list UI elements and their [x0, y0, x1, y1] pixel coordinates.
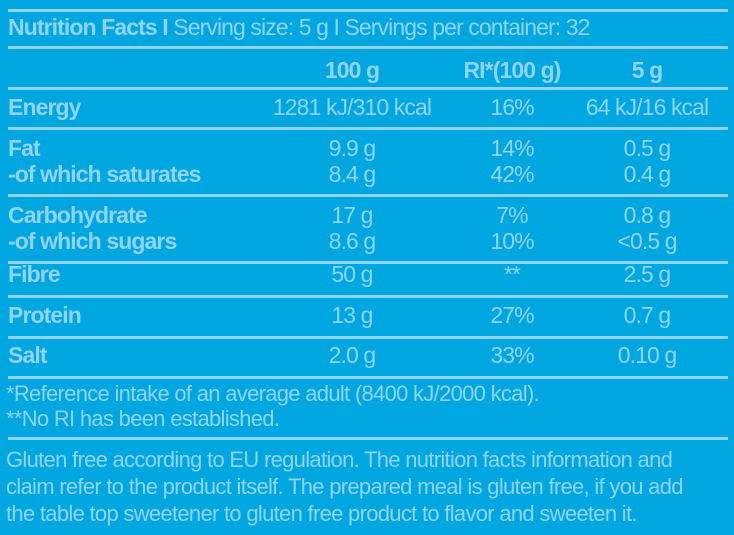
- value-100g: 8.6 g: [328, 228, 377, 254]
- value-ri: **: [503, 261, 521, 287]
- divider: [8, 261, 728, 264]
- row-label: Fibre: [8, 261, 61, 287]
- value-100g: 2.0 g: [328, 342, 377, 368]
- row-label: -of which saturates: [8, 161, 201, 187]
- row-label: -of which sugars: [8, 228, 177, 254]
- footnote-ri: *Reference intake of an average adult (8…: [6, 381, 540, 406]
- title-bold: Nutrition Facts I: [8, 14, 169, 40]
- gluten-line-3: the table top sweetener to gluten free p…: [6, 501, 638, 526]
- value-ri: 14%: [490, 135, 534, 161]
- divider: [8, 437, 728, 440]
- value-ri: 33%: [490, 342, 534, 368]
- value-5g: 0.8 g: [623, 202, 672, 228]
- divider: [8, 295, 728, 298]
- value-5g: 0.4 g: [623, 161, 672, 187]
- row-label: Energy: [8, 94, 81, 120]
- row-label: Salt: [8, 342, 47, 368]
- value-ri: 16%: [490, 94, 534, 120]
- row-label: Fat: [8, 135, 41, 161]
- value-5g: 0.7 g: [623, 302, 672, 328]
- row-label: Protein: [8, 302, 82, 328]
- value-100g: 1281 kJ/310 kcal: [272, 94, 432, 120]
- value-ri: 42%: [490, 161, 534, 187]
- divider: [8, 127, 728, 130]
- divider: [8, 46, 728, 49]
- divider: [8, 9, 728, 12]
- divider: [8, 336, 728, 339]
- value-100g: 50 g: [331, 261, 373, 287]
- col-header-5g: 5 g: [631, 57, 663, 83]
- value-5g: 0.5 g: [623, 135, 672, 161]
- value-5g: <0.5 g: [617, 228, 677, 254]
- col-header-ri: RI*(100 g): [463, 57, 561, 83]
- footnote-no-ri: **No RI has been established.: [6, 406, 280, 431]
- value-ri: 7%: [496, 202, 528, 228]
- value-ri: 10%: [490, 228, 534, 254]
- value-100g: 9.9 g: [328, 135, 377, 161]
- row-label: Carbohydrate: [8, 202, 148, 228]
- gluten-line-2: claim refer to the product itself. The p…: [6, 474, 683, 499]
- value-100g: 17 g: [331, 202, 373, 228]
- value-ri: 27%: [490, 302, 534, 328]
- title-serving-info: Serving size: 5 g I Servings per contain…: [167, 14, 590, 40]
- divider: [8, 194, 728, 197]
- value-5g: 0.10 g: [617, 342, 677, 368]
- value-100g: 13 g: [331, 302, 373, 328]
- divider: [8, 87, 728, 90]
- title: Nutrition Facts I Serving size: 5 g I Se…: [8, 15, 590, 40]
- value-100g: 8.4 g: [328, 161, 377, 187]
- divider: [8, 376, 728, 379]
- value-5g: 2.5 g: [623, 261, 672, 287]
- gluten-line-1: Gluten free according to EU regulation. …: [6, 447, 673, 472]
- col-header-100g: 100 g: [324, 57, 380, 83]
- value-5g: 64 kJ/16 kcal: [585, 94, 709, 120]
